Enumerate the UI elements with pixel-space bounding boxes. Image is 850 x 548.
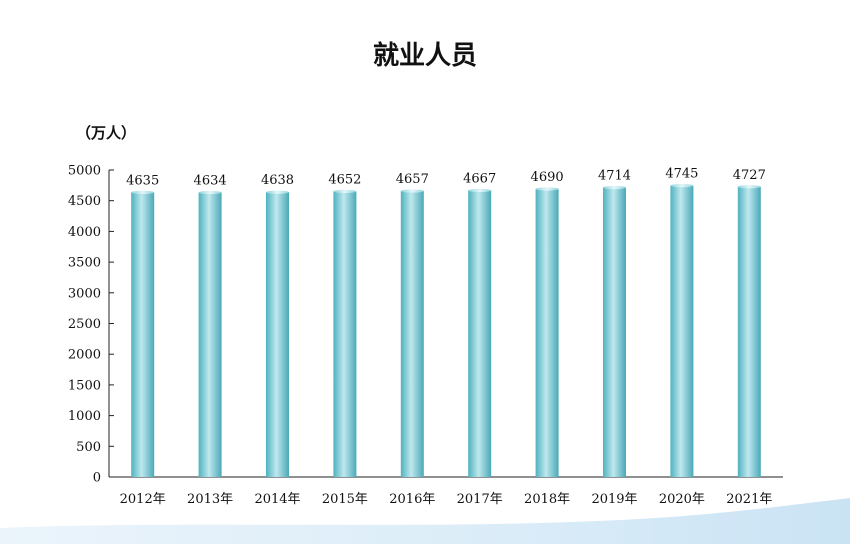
y-tick-label: 500 [76, 440, 101, 455]
x-tick-label: 2017年 [457, 492, 503, 507]
data-label: 4638 [261, 173, 294, 188]
chart-title: 就业人员 [373, 41, 477, 71]
data-label: 4652 [328, 172, 361, 187]
data-label: 4690 [531, 170, 564, 185]
bar [198, 192, 222, 477]
data-label: 4634 [194, 173, 227, 188]
bar-cap [670, 184, 694, 188]
y-tick-label: 3000 [68, 286, 101, 301]
data-label: 4635 [126, 173, 159, 188]
x-tick-label: 2019年 [591, 492, 637, 507]
bar [535, 189, 559, 477]
x-tick-label: 2013年 [187, 492, 233, 507]
labels: 4635 2012年 4634 2013年 4638 2014年 4652 2015年 4657… [120, 167, 773, 507]
data-label: 4657 [396, 172, 429, 187]
decorative-wave [0, 498, 850, 544]
x-tick-label: 2021年 [726, 492, 772, 507]
x-tick-label: 2020年 [659, 492, 705, 507]
y-tick-label: 4500 [68, 194, 101, 209]
bars [131, 184, 761, 478]
y-axis-unit-label: （万人） [76, 124, 136, 142]
bar-cap [400, 189, 424, 193]
y-tick-label: 5000 [68, 164, 101, 179]
bar-cap [333, 189, 357, 193]
bar [131, 192, 155, 477]
y-tick-label: 0 [93, 471, 101, 486]
x-tick-label: 2014年 [254, 492, 300, 507]
y-tick-label: 3500 [68, 256, 101, 271]
bar-cap [131, 190, 155, 195]
y-tick-label: 2000 [68, 348, 101, 363]
bar [333, 191, 357, 478]
axes: 0 500 1000 1500 2000 2500 3000 3500 4000 4500 5000 [68, 164, 783, 486]
y-tick-label: 2500 [68, 317, 101, 332]
bar-cap [266, 190, 289, 194]
y-tick-label: 1500 [68, 378, 101, 393]
bar-cap [535, 187, 559, 191]
bar-cap [737, 185, 761, 189]
bar [737, 186, 761, 477]
bar-cap [468, 188, 492, 193]
data-label: 4745 [665, 167, 698, 182]
data-label: 4714 [598, 169, 631, 184]
y-tick-label: 4000 [68, 225, 101, 240]
bar [603, 187, 626, 477]
bar [266, 192, 289, 477]
bar-cap [603, 185, 626, 190]
x-tick-label: 2012年 [120, 492, 166, 507]
bar-cap [198, 190, 222, 195]
bar [670, 185, 694, 478]
x-tick-label: 2016年 [389, 492, 435, 507]
bar [468, 190, 492, 477]
data-label: 4667 [463, 171, 496, 186]
data-label: 4727 [733, 168, 766, 183]
y-tick-label: 1000 [68, 409, 101, 424]
x-tick-label: 2015年 [322, 492, 368, 507]
bar [400, 191, 424, 478]
x-tick-label: 2018年 [524, 492, 570, 507]
